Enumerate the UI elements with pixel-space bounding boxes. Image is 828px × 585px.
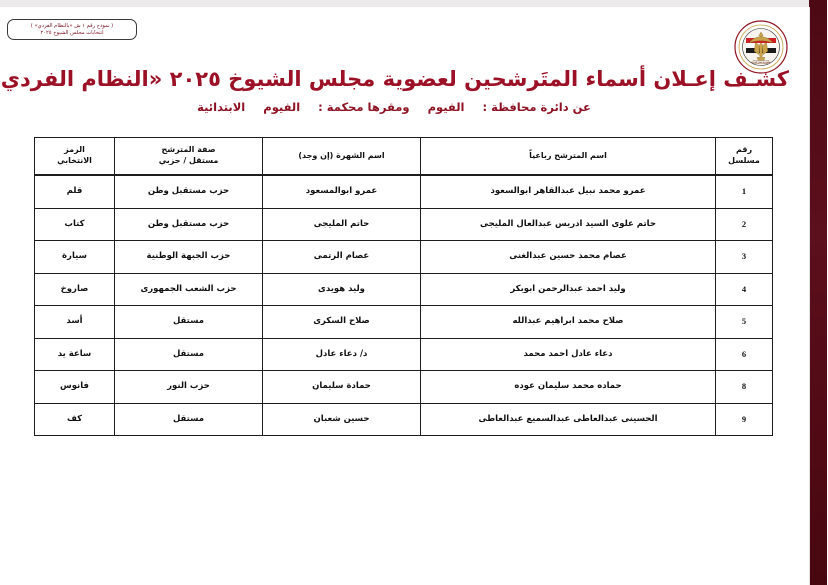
column-header-symbol-line2: الانتخابي (58, 156, 93, 165)
table-row: 1 عمرو محمد نبيل عبدالقاهر ابوالسعود عمرو … (35, 174, 774, 209)
cell-party: حزب الشعب الجمهورى (115, 272, 264, 306)
candidates-table-wrapper: رقم مسلسل اسم المترشح رباعياً اسم الشهرة… (35, 137, 774, 436)
cell-serial: 4 (716, 272, 774, 306)
table-row: 6 دعاء عادل احمد محمد د/ دعاء عادل مستقل ساع… (35, 337, 774, 371)
cell-name: الحسينى عبدالعاطى عبدالسميع عبدالعاطى (421, 402, 717, 436)
column-header-serial: رقم مسلسل (716, 137, 774, 176)
form-badge-line-2: انتخابات مجلس الشيوخ ٢٠٢٥ (41, 29, 105, 36)
cell-fame: حمادة سليمان (263, 370, 422, 404)
table-row: 8 حماده محمد سليمان عوده حمادة سليمان حزب ا… (35, 370, 774, 404)
cell-symbol: ساعة يد (35, 337, 116, 371)
cell-fame: وليد هويدى (263, 272, 422, 306)
cell-symbol: كف (35, 402, 116, 436)
cell-symbol: صاروخ (35, 272, 116, 306)
cell-serial: 1 (716, 174, 774, 209)
page-title: كشـف إعـلان أسماء المتَرشحين لعضوية مجلس… (0, 67, 790, 91)
cell-party: مستقل (115, 402, 264, 436)
cell-name: عصام محمد حسين عبدالغنى (421, 240, 717, 274)
subtitle-governorate-value: الفيوم (428, 100, 466, 115)
document-sheet: ( نموذج رقم ١ ش «بالنظام الفردي» ) انتخا… (0, 7, 811, 585)
subtitle-governorate-label: عن دائرة محافظة : (483, 100, 592, 115)
document-header: كشـف إعـلان أسماء المتَرشحين لعضوية مجلس… (0, 65, 790, 114)
cell-serial: 5 (716, 305, 774, 339)
cell-name: حاتم علوى السيد ادريس عبدالعال المليجى (421, 207, 717, 241)
cell-party: حزب النور (115, 370, 264, 404)
table-body: 1 عمرو محمد نبيل عبدالقاهر ابوالسعود عمرو … (35, 174, 774, 436)
column-header-serial-line2: مسلسل (729, 156, 761, 165)
cell-fame: حسين شعبان (263, 402, 422, 436)
table-header: رقم مسلسل اسم المترشح رباعياً اسم الشهرة… (35, 137, 774, 176)
cell-symbol: سيارة (35, 240, 116, 274)
page-subtitle: عن دائرة محافظة : الفيوم ومقرها محكمة : … (0, 100, 790, 114)
column-header-symbol-line1: الرمز (65, 145, 86, 155)
subtitle-court-type: الابتدائية (198, 100, 247, 115)
table-row: 9 الحسينى عبدالعاطى عبدالسميع عبدالعاطى حس… (35, 402, 774, 436)
column-header-name-line1: اسم المترشح رباعياً (530, 150, 608, 160)
cell-serial: 8 (716, 370, 774, 404)
table-row: 3 عصام محمد حسين عبدالغنى عصام الرتمى حزب ا… (35, 240, 774, 274)
cell-symbol: أسد (35, 305, 116, 339)
cell-fame: حاتم المليجى (263, 207, 422, 241)
form-number-badge: ( نموذج رقم ١ ش «بالنظام الفردي» ) انتخا… (8, 19, 138, 40)
cell-name: وليد احمد عبدالرحمن ابوبكر (421, 272, 717, 306)
cell-party: حزب مستقبل وطن (115, 207, 264, 241)
table-row: 2 حاتم علوى السيد ادريس عبدالعال المليجى ح… (35, 207, 774, 241)
subtitle-court-label: ومقرها محكمة : (319, 100, 411, 115)
cell-name: حماده محمد سليمان عوده (421, 370, 717, 404)
column-header-party-line1: صفة المترشح (162, 145, 217, 155)
egypt-eagle-seal-icon: جمهورية مصر العربية (734, 19, 790, 75)
column-header-fame: اسم الشهرة (إن وجد) (263, 137, 422, 176)
cell-symbol: كتاب (35, 207, 116, 241)
cell-name: عمرو محمد نبيل عبدالقاهر ابوالسعود (421, 174, 717, 209)
cell-symbol: فانوس (35, 370, 116, 404)
subtitle-court-value: الفيوم (264, 100, 302, 115)
cell-serial: 6 (716, 337, 774, 371)
cell-serial: 2 (716, 207, 774, 241)
cell-party: حزب الجبهة الوطنية (115, 240, 264, 274)
cell-fame: صلاح السكرى (263, 305, 422, 339)
column-header-party-line2: مستقل / حزبي (159, 156, 220, 165)
column-header-fame-line1: اسم الشهرة (إن وجد) (299, 150, 386, 160)
cell-fame: د/ دعاء عادل (263, 337, 422, 371)
cell-serial: 3 (716, 240, 774, 274)
cell-party: حزب مستقبل وطن (115, 174, 264, 209)
cell-fame: عصام الرتمى (263, 240, 422, 274)
cell-symbol: قلم (35, 174, 116, 209)
table-row: 4 وليد احمد عبدالرحمن ابوبكر وليد هويدى حزب… (35, 272, 774, 306)
cell-fame: عمرو ابوالمسعود (263, 174, 422, 209)
column-header-party: صفة المترشح مستقل / حزبي (115, 137, 264, 176)
cell-serial: 9 (716, 402, 774, 436)
table-header-row: رقم مسلسل اسم المترشح رباعياً اسم الشهرة… (35, 137, 774, 176)
table-row: 5 صلاح محمد ابراهيم عبدالله صلاح السكرى مست… (35, 305, 774, 339)
candidates-table: رقم مسلسل اسم المترشح رباعياً اسم الشهرة… (35, 137, 774, 436)
form-badge-line-1: ( نموذج رقم ١ ش «بالنظام الفردي» ) (31, 23, 115, 29)
cell-party: مستقل (115, 337, 264, 371)
page-right-edge-band (810, 0, 828, 585)
emblem-caption: جمهورية مصر العربية (752, 61, 773, 64)
cell-party: مستقل (115, 305, 264, 339)
column-header-serial-line1: رقم (736, 145, 754, 155)
column-header-name: اسم المترشح رباعياً (421, 137, 717, 176)
cell-name: صلاح محمد ابراهيم عبدالله (421, 305, 717, 339)
column-header-symbol: الرمز الانتخابي (35, 137, 116, 176)
cell-name: دعاء عادل احمد محمد (421, 337, 717, 371)
